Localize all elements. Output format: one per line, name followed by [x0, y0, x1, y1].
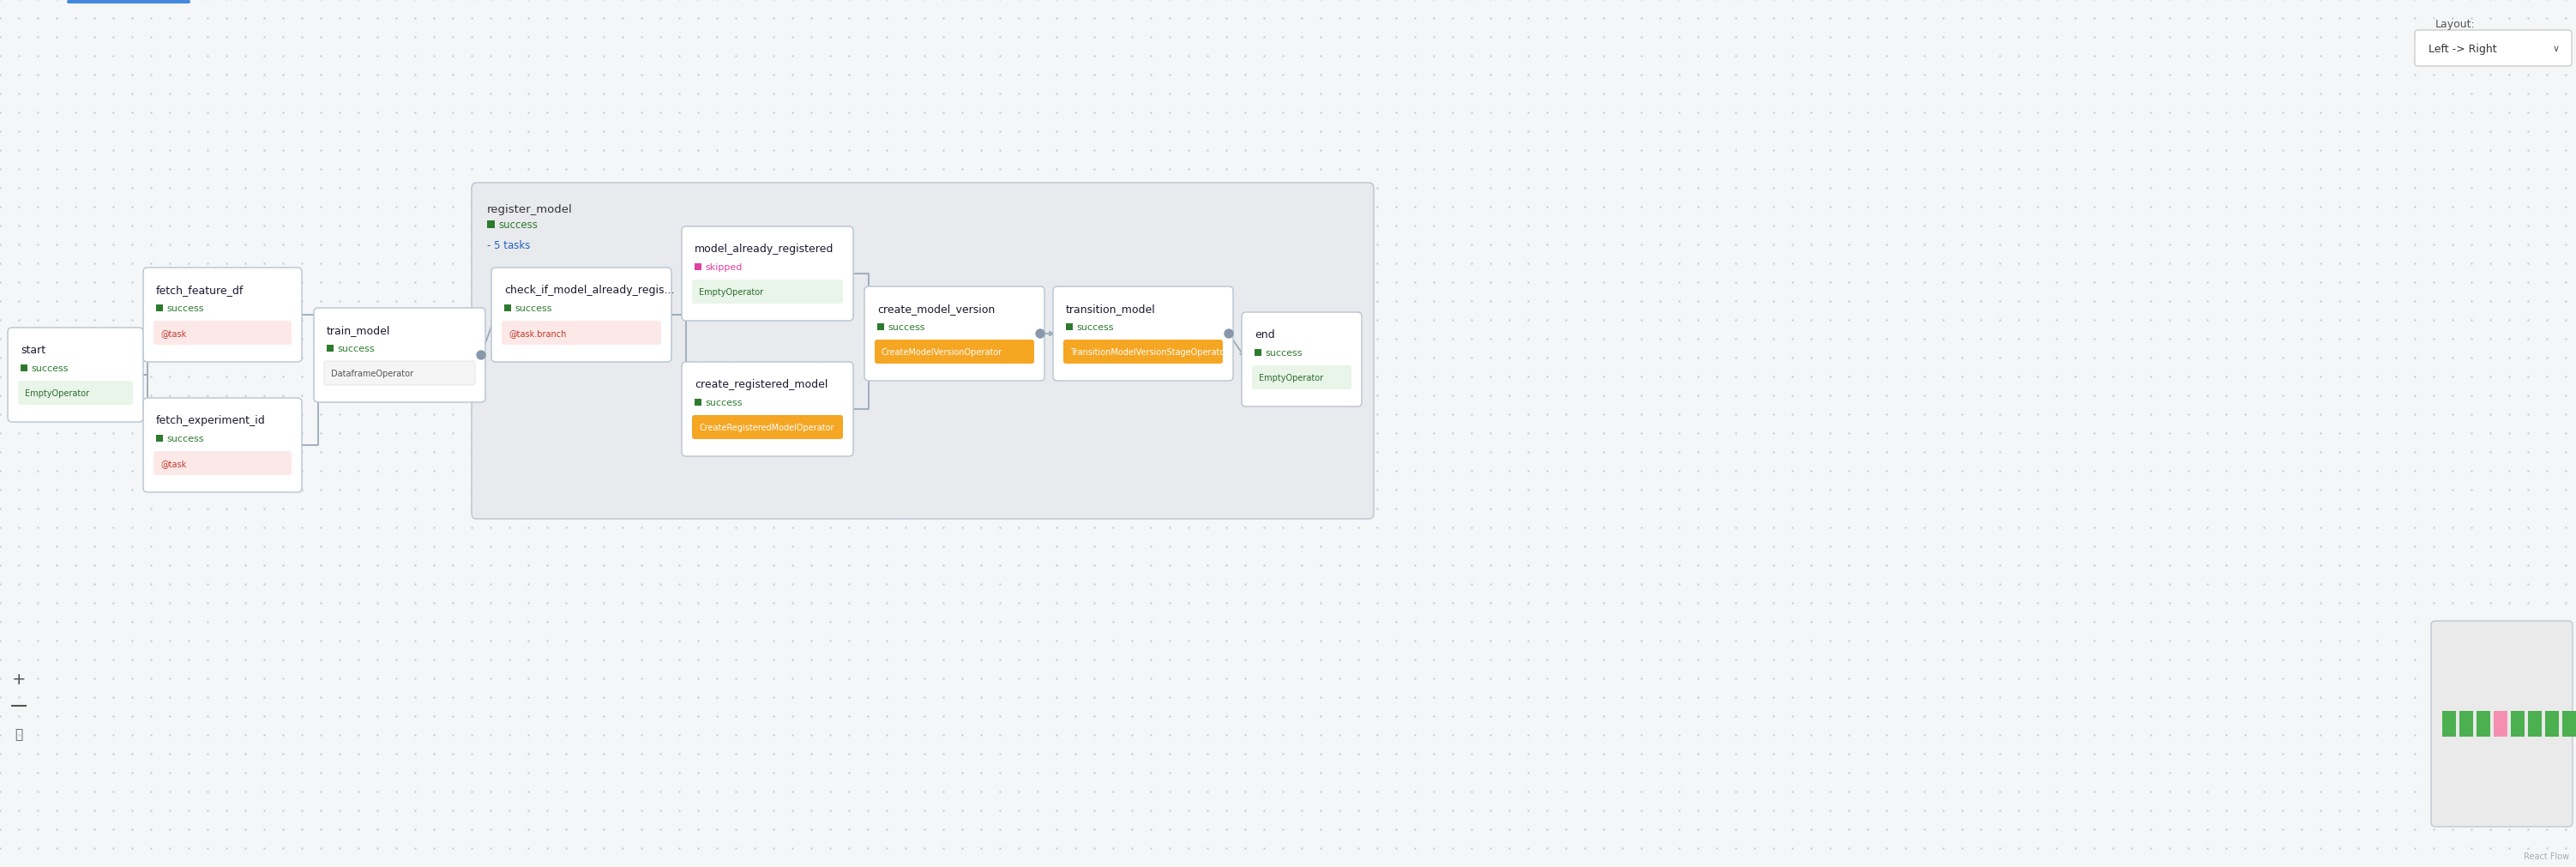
FancyBboxPatch shape	[1064, 340, 1224, 364]
Text: EmptyOperator: EmptyOperator	[26, 389, 90, 397]
FancyBboxPatch shape	[155, 452, 291, 475]
FancyBboxPatch shape	[505, 305, 510, 312]
FancyBboxPatch shape	[683, 227, 853, 322]
FancyBboxPatch shape	[866, 287, 1043, 381]
FancyBboxPatch shape	[155, 322, 291, 345]
Circle shape	[477, 351, 484, 360]
FancyBboxPatch shape	[2512, 711, 2524, 737]
FancyBboxPatch shape	[878, 324, 884, 330]
FancyBboxPatch shape	[2527, 711, 2543, 737]
Text: success: success	[167, 304, 204, 313]
FancyBboxPatch shape	[2460, 711, 2473, 737]
Text: fetch_experiment_id: fetch_experiment_id	[157, 414, 265, 426]
Text: success: success	[515, 304, 551, 313]
Text: success: success	[31, 364, 67, 373]
FancyBboxPatch shape	[2414, 31, 2571, 67]
FancyBboxPatch shape	[2563, 711, 2576, 737]
Text: Layout:: Layout:	[2434, 19, 2476, 30]
FancyBboxPatch shape	[2545, 711, 2558, 737]
FancyBboxPatch shape	[1066, 324, 1072, 330]
Text: success: success	[167, 434, 204, 443]
Text: EmptyOperator: EmptyOperator	[1260, 374, 1324, 382]
Text: success: success	[1077, 323, 1113, 331]
Text: −: −	[10, 697, 26, 714]
FancyBboxPatch shape	[693, 280, 842, 304]
Text: ∨: ∨	[2553, 44, 2561, 53]
FancyBboxPatch shape	[492, 268, 672, 362]
FancyBboxPatch shape	[2432, 621, 2573, 827]
FancyBboxPatch shape	[696, 264, 701, 271]
FancyBboxPatch shape	[696, 399, 701, 406]
Text: ⤢: ⤢	[15, 727, 23, 740]
FancyBboxPatch shape	[21, 365, 28, 372]
FancyBboxPatch shape	[487, 221, 495, 229]
Text: create_model_version: create_model_version	[878, 303, 994, 315]
FancyBboxPatch shape	[1252, 366, 1352, 390]
Text: - 5 tasks: - 5 tasks	[487, 240, 531, 251]
Text: end: end	[1255, 329, 1275, 340]
Text: Left -> Right: Left -> Right	[2429, 43, 2496, 55]
Text: model_already_registered: model_already_registered	[696, 244, 835, 254]
Text: check_if_model_already_regis...: check_if_model_already_regis...	[505, 284, 675, 296]
Text: +: +	[13, 670, 26, 687]
FancyBboxPatch shape	[144, 268, 301, 362]
Circle shape	[1224, 329, 1234, 338]
Text: success: success	[1265, 349, 1301, 357]
Text: success: success	[889, 323, 925, 331]
FancyBboxPatch shape	[502, 322, 662, 345]
Text: create_registered_model: create_registered_model	[696, 379, 827, 390]
FancyBboxPatch shape	[327, 345, 332, 352]
FancyBboxPatch shape	[1242, 313, 1363, 407]
Text: CreateModelVersionOperator: CreateModelVersionOperator	[881, 348, 1002, 356]
Text: @task: @task	[160, 329, 185, 337]
FancyBboxPatch shape	[2442, 711, 2455, 737]
Text: start: start	[21, 344, 46, 355]
Text: register_model: register_model	[487, 204, 572, 215]
Text: fetch_feature_df: fetch_feature_df	[157, 284, 245, 296]
Text: DataframeOperator: DataframeOperator	[330, 369, 412, 378]
Text: EmptyOperator: EmptyOperator	[698, 288, 762, 297]
FancyBboxPatch shape	[2494, 711, 2506, 737]
FancyBboxPatch shape	[683, 362, 853, 457]
FancyBboxPatch shape	[471, 183, 1373, 519]
Text: @task.branch: @task.branch	[507, 329, 567, 337]
FancyBboxPatch shape	[144, 398, 301, 492]
Circle shape	[1036, 329, 1043, 338]
FancyBboxPatch shape	[1255, 349, 1262, 356]
FancyBboxPatch shape	[314, 309, 484, 402]
Text: React Flow: React Flow	[2524, 851, 2568, 860]
Text: transition_model: transition_model	[1066, 303, 1157, 315]
FancyBboxPatch shape	[157, 435, 162, 442]
FancyBboxPatch shape	[876, 340, 1033, 364]
Text: success: success	[706, 398, 742, 407]
FancyBboxPatch shape	[157, 305, 162, 312]
FancyBboxPatch shape	[2476, 711, 2491, 737]
FancyBboxPatch shape	[1054, 287, 1234, 381]
Text: skipped: skipped	[706, 263, 742, 271]
Text: @task: @task	[160, 460, 185, 468]
Text: success: success	[497, 219, 538, 231]
FancyBboxPatch shape	[18, 381, 134, 405]
Text: success: success	[337, 344, 374, 353]
FancyBboxPatch shape	[325, 362, 474, 386]
Text: CreateRegisteredModelOperator: CreateRegisteredModelOperator	[698, 423, 835, 432]
FancyBboxPatch shape	[693, 415, 842, 440]
FancyBboxPatch shape	[8, 328, 144, 422]
Text: TransitionModelVersionStageOperator: TransitionModelVersionStageOperator	[1069, 348, 1229, 356]
Text: train_model: train_model	[327, 325, 392, 336]
